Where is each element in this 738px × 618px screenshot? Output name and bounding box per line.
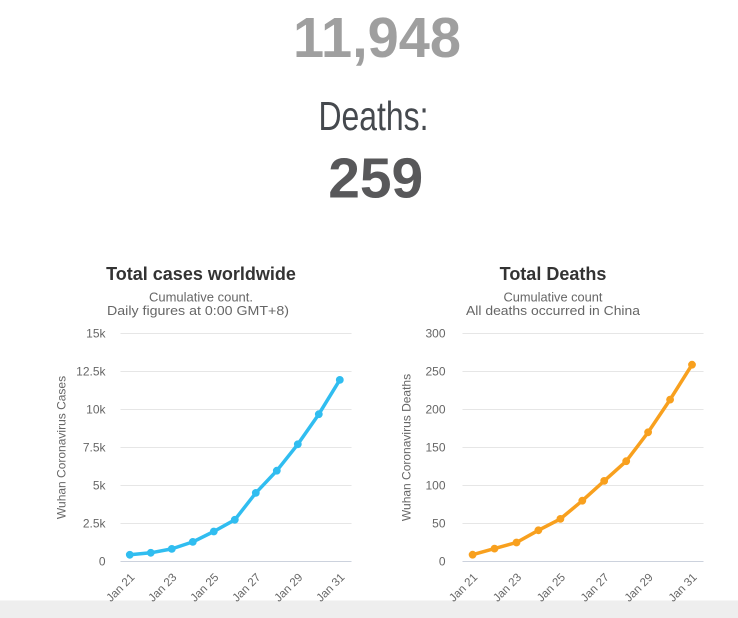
svg-text:10k: 10k bbox=[86, 402, 106, 416]
svg-text:Jan 25: Jan 25 bbox=[189, 572, 222, 605]
svg-text:Jan 23: Jan 23 bbox=[491, 572, 524, 605]
svg-text:Jan 23: Jan 23 bbox=[147, 572, 180, 605]
svg-text:15k: 15k bbox=[86, 326, 106, 340]
svg-text:150: 150 bbox=[425, 440, 445, 454]
svg-text:11,948: 11,948 bbox=[293, 6, 461, 69]
svg-text:200: 200 bbox=[425, 402, 445, 416]
svg-text:Wuhan Coronavirus Deaths: Wuhan Coronavirus Deaths bbox=[400, 374, 414, 521]
svg-text:Jan 21: Jan 21 bbox=[447, 572, 480, 605]
svg-text:Daily figures at 0:00 GMT+8): Daily figures at 0:00 GMT+8) bbox=[107, 303, 289, 318]
svg-text:12.5k: 12.5k bbox=[76, 364, 106, 378]
svg-text:Total Deaths: Total Deaths bbox=[500, 264, 607, 284]
svg-text:250: 250 bbox=[425, 364, 445, 378]
svg-text:5k: 5k bbox=[93, 478, 107, 492]
svg-text:Jan 27: Jan 27 bbox=[231, 572, 264, 605]
svg-text:Cumulative count.: Cumulative count. bbox=[149, 289, 253, 304]
svg-text:Jan 25: Jan 25 bbox=[535, 572, 568, 605]
svg-text:Cumulative count: Cumulative count bbox=[504, 289, 603, 304]
svg-text:Jan 31: Jan 31 bbox=[667, 572, 700, 605]
svg-text:2.5k: 2.5k bbox=[83, 516, 107, 530]
svg-text:Jan 29: Jan 29 bbox=[273, 572, 306, 605]
svg-text:Deaths:: Deaths: bbox=[319, 93, 429, 139]
svg-text:Jan 29: Jan 29 bbox=[623, 572, 656, 605]
svg-text:All deaths occurred in China: All deaths occurred in China bbox=[466, 303, 641, 318]
svg-text:0: 0 bbox=[99, 554, 106, 568]
svg-text:Jan 31: Jan 31 bbox=[315, 572, 348, 605]
svg-text:Jan 21: Jan 21 bbox=[105, 572, 138, 605]
svg-text:300: 300 bbox=[425, 326, 445, 340]
svg-text:100: 100 bbox=[425, 478, 445, 492]
svg-text:Total cases worldwide: Total cases worldwide bbox=[106, 264, 296, 284]
svg-text:Jan 27: Jan 27 bbox=[579, 572, 612, 605]
svg-text:0: 0 bbox=[439, 554, 446, 568]
svg-text:259: 259 bbox=[328, 147, 423, 211]
svg-text:Wuhan Coronavirus Cases: Wuhan Coronavirus Cases bbox=[55, 376, 69, 519]
svg-text:50: 50 bbox=[432, 516, 446, 530]
svg-text:7.5k: 7.5k bbox=[83, 440, 107, 454]
